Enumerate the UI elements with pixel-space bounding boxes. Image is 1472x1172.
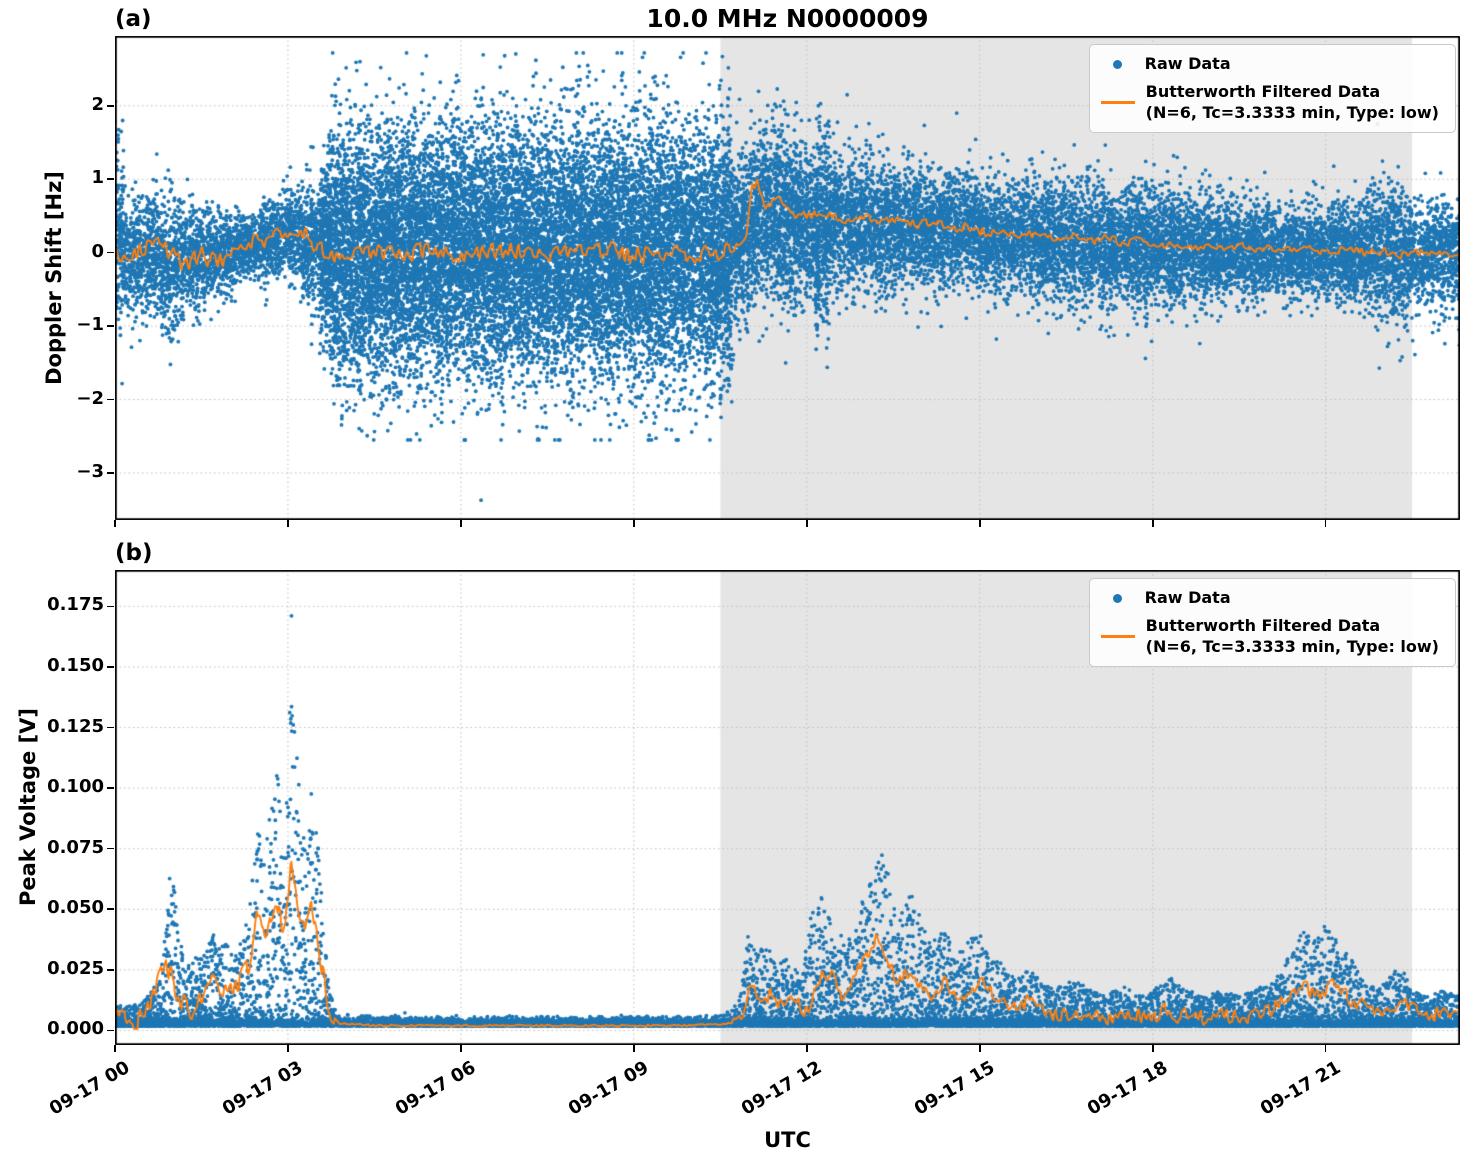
x-tick-mark (1324, 520, 1327, 527)
legend-filtered-label-line2: (N=6, Tc=3.3333 min, Type: low) (1145, 636, 1439, 656)
y-tick-mark (107, 847, 114, 850)
raw-data-marker-icon (1112, 593, 1122, 603)
y-tick-label: −3 (76, 460, 104, 482)
y-tick-label: 2 (91, 93, 104, 115)
y-tick-label: 0.175 (47, 594, 104, 616)
x-tick-mark (114, 1045, 116, 1052)
x-tick-mark (633, 520, 635, 527)
legend-raw-label: Raw Data (1144, 588, 1231, 607)
x-tick-mark (460, 1045, 462, 1052)
legend-filtered-label: Butterworth Filtered Data (N=6, Tc=3.3333… (1146, 616, 1439, 658)
x-tick-label: 09-17 03 (218, 1057, 307, 1120)
x-tick-mark (287, 1045, 289, 1052)
x-tick-label: 09-17 18 (1083, 1057, 1172, 1120)
y-tick-label: 1 (91, 167, 104, 189)
y-tick-label: 0.075 (47, 836, 104, 858)
y-tick-label: 0.150 (47, 654, 104, 676)
legend-filtered-label-line2: (N=6, Tc=3.3333 min, Type: low) (1145, 102, 1439, 122)
y-tick-mark (107, 787, 114, 789)
panel-b-label: (b) (115, 540, 153, 566)
figure-title: 10.0 MHz N0000009 (646, 4, 929, 33)
legend-filtered-label: Butterworth Filtered Data (N=6, Tc=3.3333… (1146, 82, 1439, 124)
y-tick-mark (107, 325, 114, 327)
panel-b-y-axis-label: Peak Voltage [V] (16, 707, 40, 907)
y-tick-label: 0.050 (47, 897, 104, 919)
x-tick-mark (978, 520, 981, 527)
panel-a-y-axis-label: Doppler Shift [Hz] (42, 171, 66, 385)
x-tick-mark (978, 1045, 981, 1052)
y-tick-mark (107, 969, 114, 971)
filtered-line-sample-icon (1100, 635, 1135, 639)
x-tick-label: 09-17 12 (737, 1057, 826, 1120)
y-tick-mark (107, 251, 114, 254)
x-tick-mark (1151, 1045, 1154, 1052)
x-tick-label: 09-17 21 (1256, 1057, 1345, 1120)
y-tick-mark (107, 908, 114, 911)
x-tick-mark (633, 1045, 635, 1052)
y-tick-label: 0 (91, 240, 104, 262)
y-tick-mark (107, 472, 114, 474)
x-tick-mark (806, 520, 808, 527)
x-tick-label: 09-17 00 (46, 1057, 134, 1120)
legend-raw-row: Raw Data (1100, 588, 1439, 609)
raw-data-marker-icon (1112, 59, 1122, 69)
panel-b-legend: Raw Data Butterworth Filtered Data (N=6, … (1088, 578, 1456, 668)
x-tick-mark (287, 520, 289, 527)
y-tick-label: −2 (76, 387, 104, 409)
y-tick-label: 0.125 (47, 715, 104, 737)
legend-raw-row: Raw Data (1100, 54, 1439, 75)
y-tick-mark (107, 104, 114, 107)
legend-filtered-label-line1: Butterworth Filtered Data (1145, 81, 1381, 101)
legend-filtered-row: Butterworth Filtered Data (N=6, Tc=3.3333… (1100, 82, 1439, 124)
x-tick-mark (1324, 1045, 1327, 1052)
y-tick-mark (107, 605, 114, 608)
x-tick-mark (460, 520, 462, 527)
filtered-line-sample-icon (1100, 101, 1135, 105)
panel-a-label: (a) (115, 6, 152, 32)
x-axis-label: UTC (764, 1128, 811, 1152)
panel-a-legend: Raw Data Butterworth Filtered Data (N=6, … (1088, 44, 1456, 134)
x-tick-label: 09-17 06 (391, 1057, 480, 1120)
y-tick-mark (107, 1029, 114, 1032)
legend-filtered-label-line1: Butterworth Filtered Data (1145, 615, 1381, 635)
x-tick-mark (1151, 520, 1154, 527)
legend-raw-label: Raw Data (1144, 54, 1231, 73)
y-tick-label: 0.100 (47, 776, 104, 798)
x-tick-label: 09-17 09 (564, 1057, 653, 1120)
y-tick-label: 0.025 (47, 957, 104, 979)
y-tick-mark (107, 666, 114, 668)
y-tick-label: −1 (76, 314, 104, 336)
x-tick-label: 09-17 15 (910, 1057, 999, 1120)
y-tick-mark (107, 398, 114, 401)
y-tick-mark (107, 726, 114, 729)
y-tick-mark (107, 178, 114, 180)
y-tick-label: 0.000 (47, 1018, 104, 1040)
x-tick-mark (114, 520, 116, 527)
x-tick-mark (806, 1045, 808, 1052)
legend-filtered-row: Butterworth Filtered Data (N=6, Tc=3.3333… (1100, 616, 1439, 658)
